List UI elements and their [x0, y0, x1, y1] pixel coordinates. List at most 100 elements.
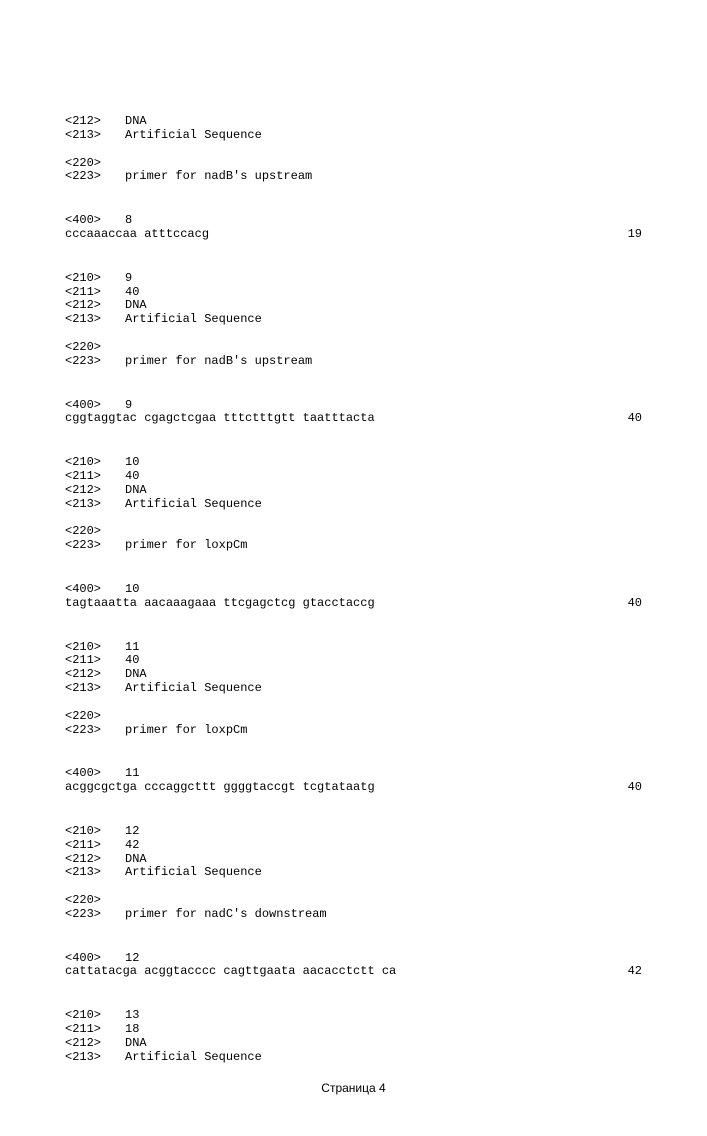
field-value: 42 [125, 839, 642, 853]
field-value: DNA [125, 115, 642, 129]
field-value [125, 341, 642, 355]
field-tag: <220> [65, 157, 125, 171]
field-row: <213> Artificial Sequence [65, 129, 642, 143]
field-row: <210> 9 [65, 272, 642, 286]
sequence-length: 19 [592, 228, 642, 242]
field-row: <223> primer for nadC's downstream [65, 908, 642, 922]
sequence-row: acggcgctga cccaggcttt ggggtaccgt tcgtata… [65, 781, 642, 795]
field-row: <211> 18 [65, 1023, 642, 1037]
field-row: <211> 40 [65, 470, 642, 484]
field-row: <400> 11 [65, 767, 642, 781]
sequence-length: 40 [592, 781, 642, 795]
field-value: 40 [125, 470, 642, 484]
field-tag: <212> [65, 668, 125, 682]
field-value: 13 [125, 1009, 642, 1023]
field-row: <220> [65, 157, 642, 171]
field-tag: <213> [65, 682, 125, 696]
field-value: DNA [125, 668, 642, 682]
field-row: <212> DNA [65, 115, 642, 129]
field-row: <223> primer for nadB's upstream [65, 355, 642, 369]
field-row: <212> DNA [65, 484, 642, 498]
field-value: Artificial Sequence [125, 866, 642, 880]
field-value [125, 710, 642, 724]
field-row: <211> 40 [65, 654, 642, 668]
field-tag: <213> [65, 129, 125, 143]
field-row: <210> 10 [65, 456, 642, 470]
field-value: 12 [125, 952, 642, 966]
field-tag: <220> [65, 894, 125, 908]
sequence-row: cccaaaccaa atttccacg 19 [65, 228, 642, 242]
field-row: <212> DNA [65, 668, 642, 682]
field-value: Artificial Sequence [125, 498, 642, 512]
field-row: <400> 10 [65, 583, 642, 597]
field-tag: <223> [65, 170, 125, 184]
field-row: <212> DNA [65, 1037, 642, 1051]
field-tag: <220> [65, 710, 125, 724]
field-row: <213> Artificial Sequence [65, 866, 642, 880]
field-tag: <212> [65, 853, 125, 867]
field-tag: <223> [65, 355, 125, 369]
field-row: <220> [65, 894, 642, 908]
field-tag: <213> [65, 498, 125, 512]
field-value: 12 [125, 825, 642, 839]
sequence-text: cggtaggtac cgagctcgaa tttctttgtt taattta… [65, 412, 592, 426]
field-tag: <223> [65, 539, 125, 553]
field-value: 10 [125, 583, 642, 597]
field-row: <223> primer for nadB's upstream [65, 170, 642, 184]
field-value: 11 [125, 767, 642, 781]
field-tag: <213> [65, 313, 125, 327]
field-tag: <223> [65, 908, 125, 922]
field-value: 18 [125, 1023, 642, 1037]
field-tag: <212> [65, 484, 125, 498]
field-row: <223> primer for loxpCm [65, 539, 642, 553]
field-row: <400> 9 [65, 399, 642, 413]
field-row: <400> 12 [65, 952, 642, 966]
field-value: primer for loxpCm [125, 539, 642, 553]
field-value: 10 [125, 456, 642, 470]
field-value: primer for nadC's downstream [125, 908, 642, 922]
field-value: DNA [125, 484, 642, 498]
field-tag: <212> [65, 1037, 125, 1051]
page-footer: Страница 4 [65, 1082, 642, 1096]
sequence-length: 40 [592, 412, 642, 426]
field-tag: <400> [65, 214, 125, 228]
field-tag: <210> [65, 1009, 125, 1023]
field-value [125, 157, 642, 171]
field-value: Artificial Sequence [125, 1051, 642, 1065]
field-row: <212> DNA [65, 299, 642, 313]
field-tag: <220> [65, 341, 125, 355]
field-tag: <220> [65, 525, 125, 539]
field-row: <211> 40 [65, 286, 642, 300]
field-value: Artificial Sequence [125, 129, 642, 143]
field-tag: <211> [65, 1023, 125, 1037]
field-tag: <212> [65, 299, 125, 313]
field-row: <212> DNA [65, 853, 642, 867]
field-row: <220> [65, 341, 642, 355]
field-value: primer for loxpCm [125, 724, 642, 738]
field-row: <213> Artificial Sequence [65, 498, 642, 512]
sequence-length: 42 [592, 965, 642, 979]
field-value [125, 894, 642, 908]
field-value: DNA [125, 1037, 642, 1051]
field-tag: <213> [65, 866, 125, 880]
field-value: 11 [125, 641, 642, 655]
field-tag: <400> [65, 767, 125, 781]
field-tag: <223> [65, 724, 125, 738]
field-tag: <213> [65, 1051, 125, 1065]
field-row: <213> Artificial Sequence [65, 1051, 642, 1065]
field-value: primer for nadB's upstream [125, 355, 642, 369]
field-tag: <211> [65, 839, 125, 853]
field-value: Artificial Sequence [125, 313, 642, 327]
field-tag: <211> [65, 470, 125, 484]
field-row: <220> [65, 710, 642, 724]
field-row: <223> primer for loxpCm [65, 724, 642, 738]
sequence-row: tagtaaatta aacaaagaaa ttcgagctcg gtaccta… [65, 597, 642, 611]
field-tag: <211> [65, 654, 125, 668]
field-value: DNA [125, 299, 642, 313]
sequence-text: tagtaaatta aacaaagaaa ttcgagctcg gtaccta… [65, 597, 592, 611]
field-tag: <400> [65, 399, 125, 413]
field-row: <213> Artificial Sequence [65, 313, 642, 327]
field-row: <220> [65, 525, 642, 539]
sequence-text: cattatacga acggtacccc cagttgaata aacacct… [65, 965, 592, 979]
field-value: 8 [125, 214, 642, 228]
